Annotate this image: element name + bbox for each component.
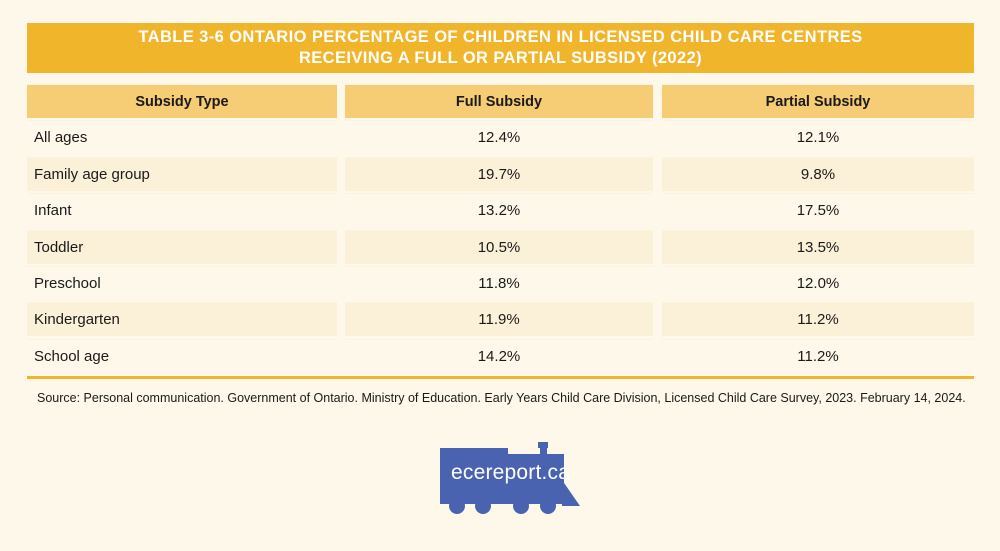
table-title-line-1: TABLE 3-6 ONTARIO PERCENTAGE OF CHILDREN… [138,28,863,46]
row-label: Infant [27,193,337,228]
train-wheel [449,498,465,514]
train-chimney [538,442,548,448]
full-subsidy-value: 19.7% [345,156,653,191]
partial-subsidy-value: 12.0% [662,265,974,300]
train-wheel [475,498,491,514]
train-cab [440,448,508,456]
train-wheel [540,498,556,514]
partial-subsidy-value: 9.8% [662,156,974,191]
full-subsidy-value: 11.8% [345,265,653,300]
partial-subsidy-value: 11.2% [662,338,974,373]
table-row: Toddler 10.5% 13.5% [27,229,974,266]
table-title-line-2: RECEIVING A FULL OR PARTIAL SUBSIDY (202… [298,49,703,67]
logo-text: ecereport.ca [451,461,571,484]
train-wheel [513,498,529,514]
full-subsidy-value: 10.5% [345,229,653,264]
table-header-row: Subsidy Type Full Subsidy Partial Subsid… [27,84,974,120]
source-note: Source: Personal communication. Governme… [37,391,966,405]
header-partial-subsidy: Partial Subsidy [662,84,974,118]
partial-subsidy-value: 17.5% [662,193,974,228]
table-row: School age 14.2% 11.2% [27,338,974,375]
table-row: All ages 12.4% 12.1% [27,120,974,156]
table-row: Infant 13.2% 17.5% [27,193,974,229]
table-bottom-rule [27,376,974,379]
full-subsidy-value: 11.9% [345,302,653,337]
full-subsidy-value: 14.2% [345,338,653,373]
table-title: TABLE 3-6 ONTARIO PERCENTAGE OF CHILDREN… [27,23,974,73]
subsidy-table: Subsidy Type Full Subsidy Partial Subsid… [27,84,974,375]
row-label: All ages [27,120,337,155]
row-label: Kindergarten [27,302,337,337]
train-icon [440,442,580,514]
partial-subsidy-value: 11.2% [662,302,974,337]
header-full-subsidy: Full Subsidy [345,84,653,118]
partial-subsidy-value: 13.5% [662,229,974,264]
row-label: Preschool [27,265,337,300]
row-label: Toddler [27,229,337,264]
train-body [440,454,564,504]
table-row: Preschool 11.8% 12.0% [27,265,974,302]
row-label: Family age group [27,156,337,191]
table-row: Family age group 19.7% 9.8% [27,156,974,193]
row-label: School age [27,338,337,373]
train-cowcatcher [562,480,580,506]
partial-subsidy-value: 12.1% [662,120,974,155]
full-subsidy-value: 12.4% [345,120,653,155]
table-row: Kindergarten 11.9% 11.2% [27,302,974,338]
header-subsidy-type: Subsidy Type [27,84,337,118]
full-subsidy-value: 13.2% [345,193,653,228]
